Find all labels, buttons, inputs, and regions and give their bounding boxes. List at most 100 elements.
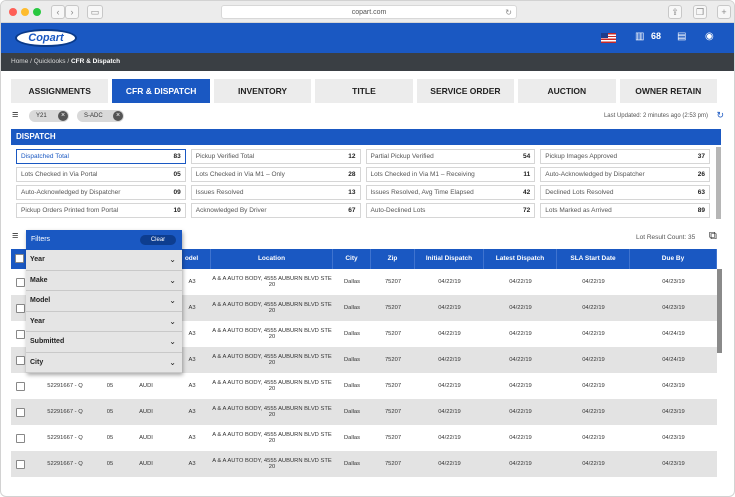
row-checkbox[interactable] (15, 407, 25, 417)
row-checkbox[interactable] (15, 433, 25, 443)
back-icon[interactable]: ‹ (51, 5, 65, 19)
table-cell: A3 (188, 461, 196, 467)
metric-value: 89 (697, 207, 705, 214)
url-text: copart.com (351, 9, 387, 16)
breadcrumb-quicklooks[interactable]: Quicklooks (33, 58, 66, 65)
forward-icon[interactable]: › (65, 5, 79, 19)
dispatch-metric[interactable]: Issues Resolved, Avg Time Elapsed 42 (365, 185, 536, 200)
dispatch-metric[interactable]: Issues Resolved 13 (190, 185, 361, 200)
table-row[interactable]: 52291667 - Q 05 AUDI A3 A & A AUTO BODY, 455… (11, 399, 717, 425)
us-flag-icon[interactable] (601, 33, 616, 43)
reload-icon[interactable]: ↻ (505, 8, 512, 17)
dispatch-metric[interactable]: Declined Lots Resolved 63 (540, 185, 710, 200)
row-checkbox-cell (11, 451, 29, 477)
breadcrumb-home[interactable]: Home (11, 58, 29, 65)
dispatch-metric[interactable]: Lots Checked in Via Portal 05 (16, 167, 186, 182)
row-checkbox[interactable] (15, 355, 25, 365)
dispatch-scrollbar[interactable] (716, 147, 721, 219)
filter-dropdown[interactable]: Year ⌄ (26, 311, 182, 332)
dispatch-metric[interactable]: Partial Pickup Verified 54 (365, 149, 536, 164)
dispatch-metric[interactable]: Pickup Images Approved 37 (540, 149, 710, 164)
table-row[interactable]: A3 A & A AUTO BODY, 4555 AUBURN BLVD STE … (11, 321, 717, 347)
sidebar-icon[interactable]: ▭ (87, 5, 103, 19)
dispatch-metric[interactable]: Pickup Verified Total 12 (190, 149, 361, 164)
chip-remove-icon[interactable]: × (113, 111, 123, 121)
chip-remove-icon[interactable]: × (58, 111, 68, 121)
dispatch-metric[interactable]: Lots Checked in Via M1 – Receiving 11 (365, 167, 536, 182)
column-header[interactable]: Initial Dispatch (415, 249, 484, 269)
results-filter-icon[interactable]: ≡ (12, 230, 19, 242)
tab-service-order[interactable]: SERVICE ORDER (416, 79, 515, 103)
metric-value: 42 (523, 189, 531, 196)
column-header[interactable]: Zip (371, 249, 415, 269)
address-bar[interactable]: copart.com ↻ (221, 5, 517, 19)
dispatch-metric[interactable]: Acknowledged By Driver 67 (190, 203, 361, 218)
tab-cfr-dispatch[interactable]: CFR & DISPATCH (112, 79, 210, 103)
share-icon[interactable]: ⇪ (668, 5, 682, 19)
tab-assignments[interactable]: ASSIGNMENTS (11, 79, 109, 103)
row-checkbox[interactable] (15, 459, 25, 469)
table-row[interactable]: 52291667 - Q 05 AUDI A3 A & A AUTO BODY, 455… (11, 373, 717, 399)
table-row[interactable]: 52291667 - Q 05 AUDI A3 A & A AUTO BODY, 455… (11, 451, 717, 477)
export-icon[interactable]: ⧉ (709, 230, 717, 242)
table-cell: A & A AUTO BODY, 4555 AUBURN BLVD STE 20 (212, 458, 332, 470)
row-checkbox-cell (11, 269, 29, 295)
table-cell: 04/22/19 (509, 279, 532, 285)
clear-filters-button[interactable]: Clear (140, 235, 176, 245)
column-header[interactable]: Latest Dispatch (484, 249, 557, 269)
column-header[interactable]: City (333, 249, 371, 269)
copart-logo[interactable]: Copart (15, 29, 77, 47)
dispatch-metric[interactable]: Auto-Declined Lots 72 (365, 203, 536, 218)
tab-inventory[interactable]: INVENTORY (213, 79, 312, 103)
row-checkbox[interactable] (15, 303, 25, 313)
filter-dropdown[interactable]: Year ⌄ (26, 250, 182, 271)
tab-auction[interactable]: AUCTION (518, 79, 616, 103)
minimize-window-button[interactable] (21, 8, 29, 16)
table-cell: 75207 (384, 357, 402, 363)
table-row[interactable]: A3 A & A AUTO BODY, 4555 AUBURN BLVD STE … (11, 269, 717, 295)
dispatch-metric[interactable]: Lots Checked in Via M1 – Only 28 (190, 167, 361, 182)
table-cell: AUDI (139, 435, 153, 441)
new-tab-icon[interactable]: + (717, 5, 731, 19)
metric-value: 09 (173, 189, 181, 196)
maximize-window-button[interactable] (33, 8, 41, 16)
user-icon[interactable]: ◉ (705, 31, 714, 42)
dispatch-metric[interactable]: Auto-Acknowledged by Dispatcher 09 (16, 185, 186, 200)
chevron-down-icon: ⌄ (169, 296, 176, 305)
column-header[interactable]: SLA Start Date (557, 249, 630, 269)
dispatch-metric[interactable]: Pickup Orders Printed from Portal 10 (16, 203, 186, 218)
dispatch-metric[interactable]: Lots Marked as Arrived 89 (540, 203, 710, 218)
column-header[interactable]: Location (211, 249, 333, 269)
table-scrollbar[interactable] (717, 269, 722, 353)
filters-title: Filters (31, 236, 51, 243)
row-checkbox[interactable] (15, 329, 25, 339)
tab-title[interactable]: TITLE (315, 79, 413, 103)
tabs-icon[interactable]: ❐ (693, 5, 707, 19)
close-window-button[interactable] (9, 8, 17, 16)
filter-icon[interactable]: ≡ (12, 109, 19, 121)
table-row[interactable]: 52291667 - Q 05 AUDI A3 A & A AUTO BODY, 455… (11, 425, 717, 451)
filter-dropdown[interactable]: Submitted ⌄ (26, 332, 182, 353)
filter-dropdown[interactable]: Model ⌄ (26, 291, 182, 312)
filters-header: Filters Clear (26, 230, 182, 250)
filter-chip: S-ADC × (77, 110, 124, 122)
select-all-checkbox[interactable] (15, 253, 24, 263)
table-cell: 75207 (384, 331, 402, 337)
row-checkbox[interactable] (15, 381, 25, 391)
column-header[interactable]: Due By (630, 249, 717, 269)
metric-label: Pickup Verified Total (195, 153, 255, 160)
chat-icon[interactable]: ▤ (677, 31, 687, 42)
dispatch-metric[interactable]: Auto-Acknowledged by Dispatcher 26 (540, 167, 710, 182)
tab-owner-retain[interactable]: OWNER RETAIN (619, 79, 717, 103)
table-cell: 52291667 - Q (47, 461, 83, 467)
refresh-icon[interactable]: ↻ (716, 110, 724, 120)
building-icon[interactable]: ▥ (635, 31, 645, 42)
column-header[interactable]: odel (173, 249, 211, 269)
metric-label: Acknowledged By Driver (195, 207, 267, 214)
row-checkbox-cell (11, 295, 29, 321)
row-checkbox[interactable] (15, 277, 25, 287)
filter-dropdown[interactable]: City ⌄ (26, 352, 182, 373)
filter-dropdown[interactable]: Make ⌄ (26, 270, 182, 291)
row-checkbox-cell (11, 347, 29, 373)
dispatch-metric[interactable]: Dispatched Total 83 (16, 149, 186, 164)
